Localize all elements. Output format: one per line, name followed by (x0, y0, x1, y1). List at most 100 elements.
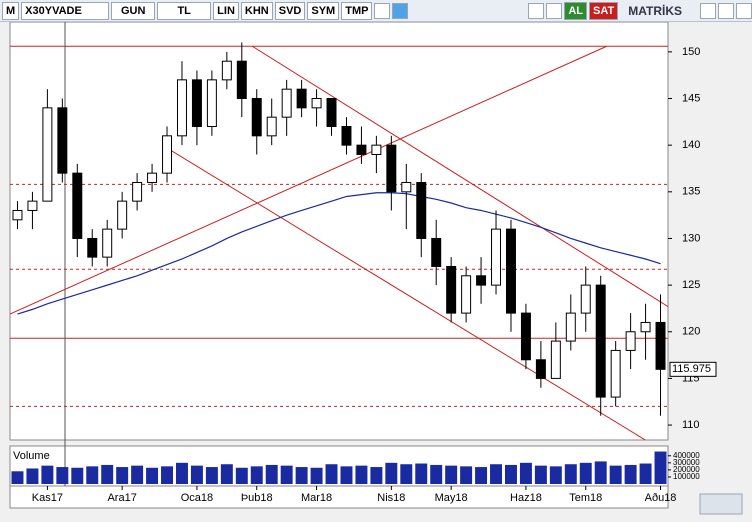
candle-body (72, 172, 83, 239)
volume-bar (564, 464, 577, 484)
volume-bar (175, 462, 188, 484)
toolbar: M X30YVADE GUN TL LIN KHN SVD SYM TMP AL… (0, 0, 752, 22)
volume-bar (609, 465, 622, 484)
refresh-icon[interactable] (528, 2, 545, 19)
volume-bar (190, 465, 203, 484)
candle-body (42, 107, 53, 202)
candle-body (132, 181, 143, 202)
volume-title: Volume (13, 450, 50, 462)
candle-body (431, 237, 442, 267)
sell-button[interactable]: SAT (589, 1, 619, 20)
chart-type-button[interactable]: KHN (240, 1, 273, 20)
menu-button[interactable]: M (2, 1, 20, 20)
volume-bar (280, 465, 293, 484)
volume-tick-label: 400000 (673, 451, 700, 460)
x-tick-label: Ara17 (107, 492, 136, 504)
volume-bar (639, 463, 652, 484)
plot-area (10, 42, 668, 440)
volume-bar (205, 467, 218, 484)
volume-tick-label: 100000 (673, 472, 700, 481)
last-price-label: 115.975 (672, 363, 711, 375)
candle-body (401, 181, 412, 193)
volume-bar (460, 466, 473, 484)
y-tick-label: 110 (682, 419, 700, 431)
symbol-button[interactable]: SYM (307, 1, 340, 20)
tool-icon[interactable] (546, 2, 563, 19)
candle-body (595, 284, 606, 398)
y-tick-label: 145 (682, 92, 700, 104)
brand: MATRİKS (628, 3, 682, 18)
maximize[interactable] (718, 2, 734, 19)
candle-body (191, 79, 202, 127)
volume-bar (400, 464, 413, 484)
volume-bar (161, 466, 174, 484)
y-tick-label: 150 (682, 46, 700, 58)
candle-body (535, 359, 546, 379)
candle-body (12, 209, 23, 221)
close[interactable] (736, 2, 752, 19)
volume-tick-label: 200000 (673, 465, 700, 474)
share-icon[interactable] (392, 2, 409, 19)
trend-line (10, 45, 607, 315)
x-tick-label: Kas17 (32, 492, 63, 504)
volume-bar (430, 464, 443, 484)
x-tick-label: Oca18 (181, 492, 213, 504)
volume-bar (86, 466, 99, 484)
volume-bar (579, 462, 592, 484)
last-price-box (669, 361, 717, 377)
candle-body (625, 331, 636, 351)
candle-body (461, 275, 472, 314)
candle-body (221, 60, 232, 81)
symbol-field[interactable]: X30YVADE (21, 1, 110, 20)
x-tick-label: Þub18 (241, 492, 273, 504)
volume-bar (385, 462, 398, 484)
volume-bar (654, 451, 667, 484)
volume-bar (325, 464, 338, 484)
buy-button[interactable]: AL (564, 1, 588, 20)
x-tick-label: May18 (435, 492, 468, 504)
volume-bar (116, 467, 129, 484)
trend-line (168, 148, 646, 440)
x-axis-panel (9, 485, 669, 509)
candle-body (356, 144, 367, 155)
candle-body (520, 312, 531, 361)
template-button[interactable]: TMP (341, 1, 373, 20)
candle-body (236, 60, 247, 100)
minimize[interactable] (700, 2, 716, 19)
candle-body (57, 107, 68, 174)
volume-bar (26, 468, 39, 484)
candle-body (87, 237, 98, 258)
volume-bar (250, 466, 263, 484)
x-tick-label: Nis18 (377, 492, 405, 504)
candle-body (610, 349, 621, 398)
x-tick-label: Tem18 (569, 492, 602, 504)
volume-bar (504, 464, 517, 484)
candle-body (147, 172, 158, 183)
period-button[interactable]: GUN (111, 1, 156, 20)
dropdown[interactable] (374, 2, 391, 19)
moving-average (17, 192, 661, 315)
volume-bar (71, 467, 84, 484)
candle-body (446, 265, 457, 314)
candle-body (296, 88, 307, 109)
candle-body (251, 98, 262, 137)
trend-line (251, 45, 668, 308)
volume-bar (295, 467, 308, 484)
currency-button[interactable]: TL (157, 1, 212, 20)
volume-bar (475, 467, 488, 484)
x-tick-label: Mar18 (301, 492, 332, 504)
volume-bar (624, 464, 637, 484)
candle-body (416, 181, 427, 239)
scale-button[interactable]: LIN (213, 1, 239, 20)
candle-body (266, 116, 277, 137)
volume-bar (370, 467, 383, 484)
save-button[interactable]: SVD (274, 1, 306, 20)
volume-bar (146, 467, 159, 484)
volume-bar (534, 465, 547, 484)
candle-body (491, 228, 502, 286)
nav-buttons[interactable] (699, 493, 743, 515)
volume-bar (445, 465, 458, 484)
volume-bar (594, 461, 607, 484)
